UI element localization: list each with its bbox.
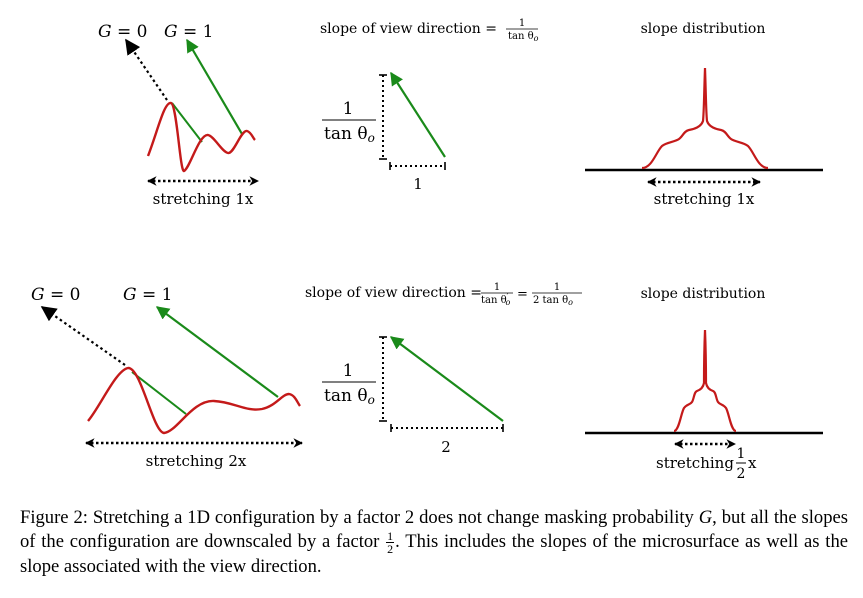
figure-caption: Figure 2: Stretching a 1D configuration …: [20, 506, 848, 579]
caption-variable-g: G: [698, 507, 713, 528]
row2-g0-label: G = 0: [31, 285, 80, 305]
row1-shadow-segment: [171, 102, 203, 143]
caption-fraction-den: 2: [387, 542, 394, 557]
row1-slope-frac-den: tan θo: [508, 31, 539, 43]
row1-microsurface-profile: [146, 101, 256, 173]
row2-slope-title: slope of view direction =: [305, 285, 482, 301]
row2-dist-stretch-num: 1: [737, 446, 746, 462]
caption-mid: , but all the slopes of the configuratio…: [20, 507, 848, 552]
row1-distribution-panel: slope distribution stretching 1x: [585, 21, 823, 208]
row2-dist-stretch-den: 2: [737, 466, 746, 482]
caption-prefix: Figure 2: Stretching a 1D configuration …: [20, 507, 694, 528]
row1-dist-stretch-label: stretching 1x: [654, 190, 755, 208]
row1-triangle-h-label: 1: [413, 175, 423, 193]
row2-slope-eq: =: [517, 287, 528, 302]
row2-masking-panel: G = 0 G = 1 stretching 2x: [31, 285, 303, 470]
row2-slope-frac1-num: 1: [494, 282, 500, 293]
row2-view-direction-arrow: [389, 336, 504, 422]
row2-triangle-v-den: tan θo: [324, 386, 375, 407]
row1-occluded-ray: [125, 38, 168, 101]
row1-view-direction-arrow: [390, 71, 446, 158]
row1-slope-distribution-curve: [641, 67, 769, 170]
row2-visible-ray: [155, 306, 279, 398]
row2-shadow-segment: [131, 371, 187, 415]
row2-stretch-label: stretching 2x: [146, 452, 247, 470]
row2-g1-label: G = 1: [123, 285, 172, 305]
row1-slope-frac-num: 1: [519, 18, 525, 29]
row2-occluded-ray: [40, 306, 126, 366]
row1-dist-title: slope distribution: [641, 21, 766, 37]
row2-slope-frac2-den: 2 tan θo: [533, 295, 573, 307]
row1-stretch-label: stretching 1x: [153, 190, 254, 208]
row2-slope-distribution-curve: [673, 329, 737, 433]
row2-slope-frac2-num: 1: [554, 282, 560, 293]
row2-triangle-h-label: 2: [441, 438, 451, 456]
row2-dist-stretch-x: x: [748, 454, 757, 472]
row1-view-slope-panel: slope of view direction = 1 tan θo 1 tan…: [320, 18, 539, 193]
row2-dist-stretch-word: stretching: [656, 454, 734, 472]
row1-visible-ray: [186, 38, 243, 135]
row1-masking-panel: G = 0 G = 1 stretching 1x: [98, 22, 259, 208]
row1-g1-label: G = 1: [164, 22, 213, 42]
row1-g0-label: G = 0: [98, 22, 147, 42]
row1-triangle-v-den: tan θo: [324, 124, 375, 145]
row2-distribution-panel: slope distribution stretching 1 2 x: [585, 286, 823, 482]
row2-microsurface-profile: [87, 366, 301, 435]
caption-fraction-num: 1: [386, 529, 395, 544]
row2-view-slope-panel: slope of view direction = 1 tan θ′ o = 1 …: [305, 282, 582, 456]
row1-triangle-v-num: 1: [343, 99, 354, 119]
row2-triangle-v-num: 1: [343, 361, 354, 381]
caption-suffix: . This includes the slopes of the micros…: [20, 531, 848, 578]
row2-slope-frac1-den: tan θ′ o: [481, 292, 510, 307]
row1-slope-title: slope of view direction =: [320, 21, 497, 37]
row2-dist-title: slope distribution: [641, 286, 766, 302]
